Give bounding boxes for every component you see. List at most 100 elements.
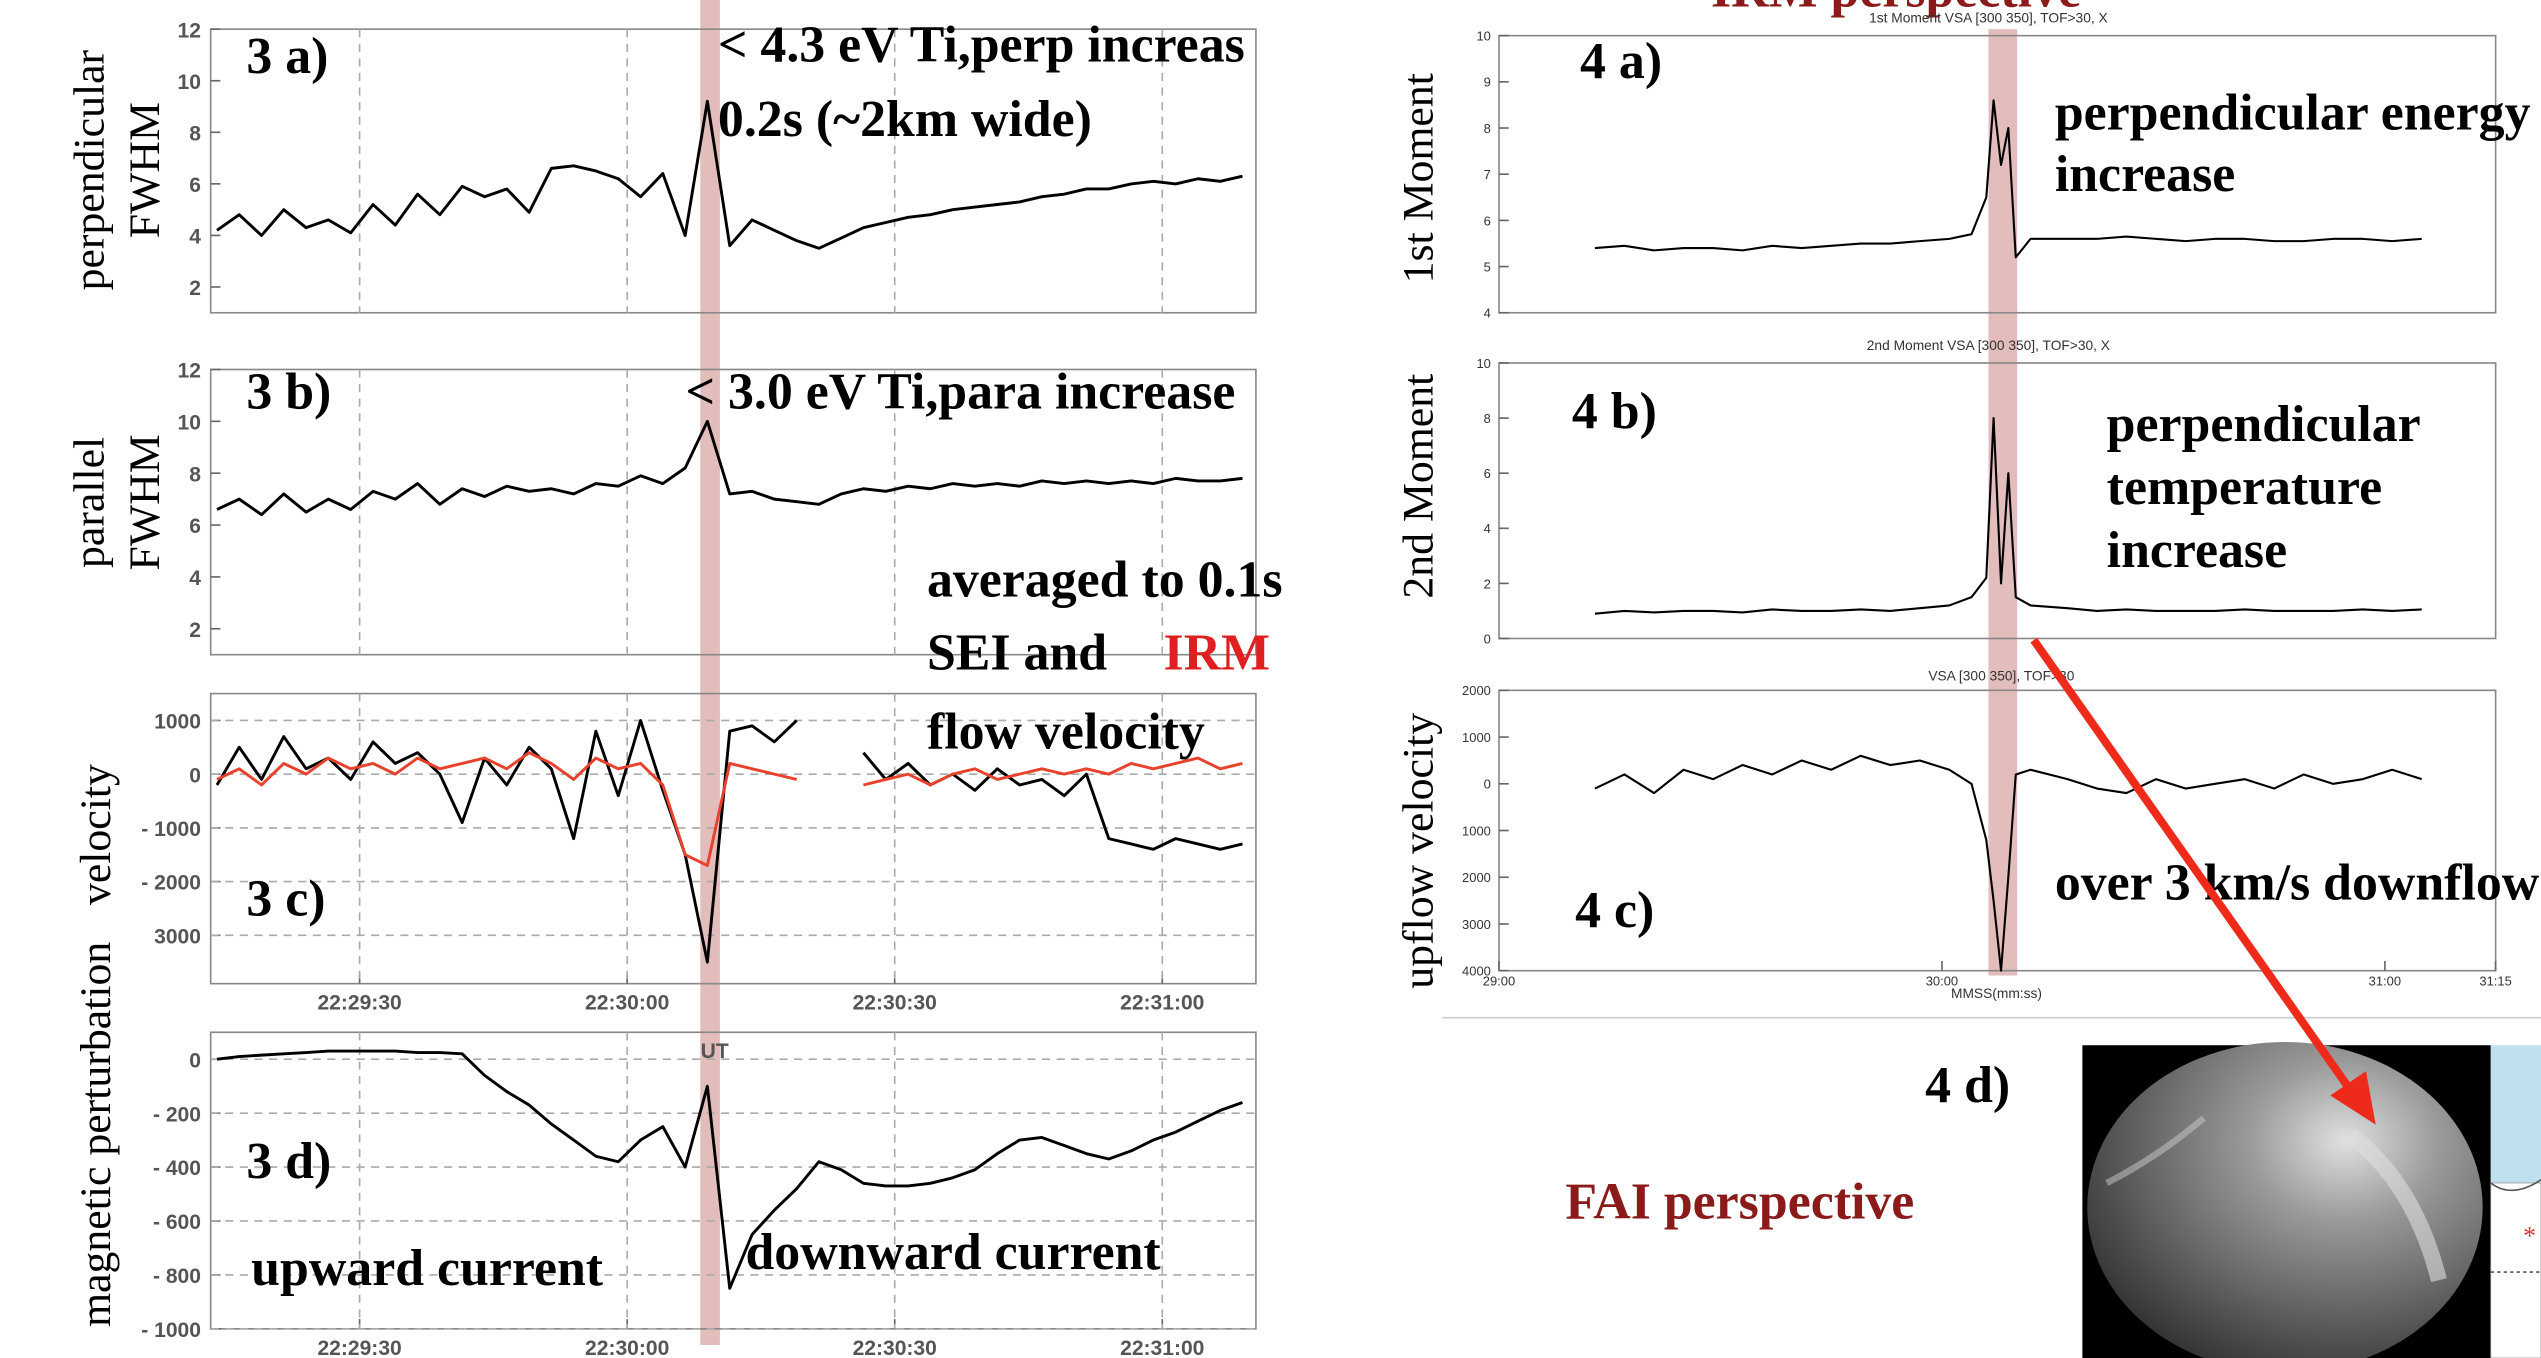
chart-title: VSA [300 350], TOF>30 xyxy=(1928,669,2074,684)
annotation: 0.2s (~2km wide) xyxy=(718,91,1092,148)
y-tick-label: - 1000 xyxy=(141,1319,201,1342)
annotation: perpendicular energy xyxy=(2055,85,2531,142)
y-tick-label: 4 xyxy=(189,226,201,249)
panel-label: 3 d) xyxy=(246,1133,331,1190)
chart-title: 2nd Moment VSA [300 350], TOF>30, X xyxy=(1867,338,2110,353)
y-axis-label: upflow velocity xyxy=(1395,713,1443,989)
panel-label: 3 c) xyxy=(246,871,325,928)
y-tick-label: 8 xyxy=(189,122,201,145)
y-axis-label: 2nd Moment xyxy=(1395,374,1443,599)
data-line xyxy=(216,1049,1243,1290)
x-tick-label: 31:15 xyxy=(2479,973,2511,988)
heading-irm: IRM perspective xyxy=(1711,0,2081,18)
plot-frame xyxy=(209,28,1257,314)
y-tick-label: 2 xyxy=(189,277,201,300)
y-tick-label: 2000 xyxy=(1462,870,1491,885)
y-tick-label: 10 xyxy=(178,71,201,94)
y-tick-label: 1000 xyxy=(1462,730,1491,745)
annotation: perpendicular xyxy=(2107,396,2421,453)
y-tick-label: 4 xyxy=(189,567,201,590)
y-tick-label: 6 xyxy=(1484,466,1491,481)
y-axis-label: FWHM xyxy=(121,102,169,238)
y-tick-label: 4000 xyxy=(1462,964,1491,979)
panel-label: 3 b) xyxy=(246,363,331,420)
y-tick-label: - 600 xyxy=(153,1211,201,1234)
y-tick-label: - 200 xyxy=(153,1103,201,1126)
arrow xyxy=(2030,637,2357,1097)
annotation: over 3 km/s downflow xyxy=(2055,854,2540,911)
annotation: upward current xyxy=(251,1240,604,1297)
plot-frame xyxy=(209,692,1257,985)
y-tick-label: 0 xyxy=(189,1049,201,1072)
x-tick-label: 22:30:30 xyxy=(853,992,937,1015)
bands xyxy=(700,0,2018,1346)
data-line xyxy=(1594,99,2422,259)
y-tick-label: 4 xyxy=(1484,521,1491,536)
y-tick-label: - 800 xyxy=(153,1265,201,1288)
plot-frame xyxy=(209,368,1257,656)
data-line xyxy=(216,751,1243,867)
y-tick-label: 12 xyxy=(178,360,201,383)
y-tick-label: 7 xyxy=(1484,167,1491,182)
y-tick-label: 8 xyxy=(1484,121,1491,136)
data-line xyxy=(215,719,1243,964)
y-tick-label: 0 xyxy=(1484,777,1491,792)
data-line xyxy=(1594,417,2422,615)
annotation: increase xyxy=(2107,522,2287,579)
y-tick-label: 3000 xyxy=(154,925,201,948)
aurora-streak xyxy=(2105,1115,2206,1186)
panel-label: 4 c) xyxy=(1575,882,1654,939)
y-axis-label: 1st Moment xyxy=(1395,73,1443,283)
y-axis-label: velocity xyxy=(72,764,120,905)
map-strip xyxy=(2490,1045,2541,1183)
map-strip-lower xyxy=(2490,1182,2541,1358)
highlight-band xyxy=(700,0,720,1346)
x-tick-label: 22:29:30 xyxy=(317,992,401,1015)
x-axis-label: MMSS(mm:ss) xyxy=(1951,986,2042,1001)
data-line xyxy=(216,419,1243,517)
y-tick-label: 9 xyxy=(1484,75,1491,90)
y-tick-label: 10 xyxy=(1476,29,1490,44)
panel-label: 3 a) xyxy=(246,28,328,85)
arrow-head xyxy=(2330,1071,2376,1125)
highlight-band xyxy=(1988,29,2018,976)
note-highlight: IRM xyxy=(1164,624,1271,681)
chart-title: 1st Moment VSA [300 350], TOF>30, X xyxy=(1869,11,2108,26)
x-tick-label: 22:29:30 xyxy=(317,1337,401,1358)
y-tick-label: 8 xyxy=(1484,411,1491,426)
y-tick-label: 0 xyxy=(1484,631,1491,646)
y-tick-label: 6 xyxy=(189,174,201,197)
annotation: downward current xyxy=(745,1224,1161,1281)
map-star: * xyxy=(2523,1222,2536,1251)
y-tick-label: 2000 xyxy=(1462,683,1491,698)
y-tick-label: 1000 xyxy=(1462,823,1491,838)
y-tick-label: - 2000 xyxy=(141,872,201,895)
plot-frame xyxy=(209,1031,1257,1330)
y-tick-label: 4 xyxy=(1484,306,1491,321)
note: flow velocity xyxy=(927,704,1205,761)
note: SEI and xyxy=(927,624,1107,681)
x-tick-label: 31:00 xyxy=(2369,973,2401,988)
y-tick-label: 10 xyxy=(1476,356,1490,371)
y-tick-label: 6 xyxy=(1484,213,1491,228)
annotation: < 4.3 eV Ti,perp increas xyxy=(718,17,1245,74)
annotation: temperature xyxy=(2107,459,2382,516)
annotation: increase xyxy=(2055,146,2235,203)
y-axis-label: perpendicular xyxy=(66,49,114,290)
y-axis-label: FWHM xyxy=(121,434,169,570)
y-tick-label: 5 xyxy=(1484,259,1491,274)
y-tick-label: - 400 xyxy=(153,1157,201,1180)
y-tick-label: - 1000 xyxy=(141,818,201,841)
y-tick-label: 10 xyxy=(178,411,201,434)
x-tick-label: 22:31:00 xyxy=(1120,992,1204,1015)
y-tick-label: 1000 xyxy=(154,711,201,734)
y-tick-label: 8 xyxy=(189,463,201,486)
x-tick-label: 22:30:30 xyxy=(853,1337,937,1358)
coastline xyxy=(2490,1179,2541,1192)
y-tick-label: 3000 xyxy=(1462,917,1491,932)
y-axis-label: magnetic perturbation xyxy=(72,942,120,1327)
x-tick-label: 30:00 xyxy=(1926,973,1958,988)
